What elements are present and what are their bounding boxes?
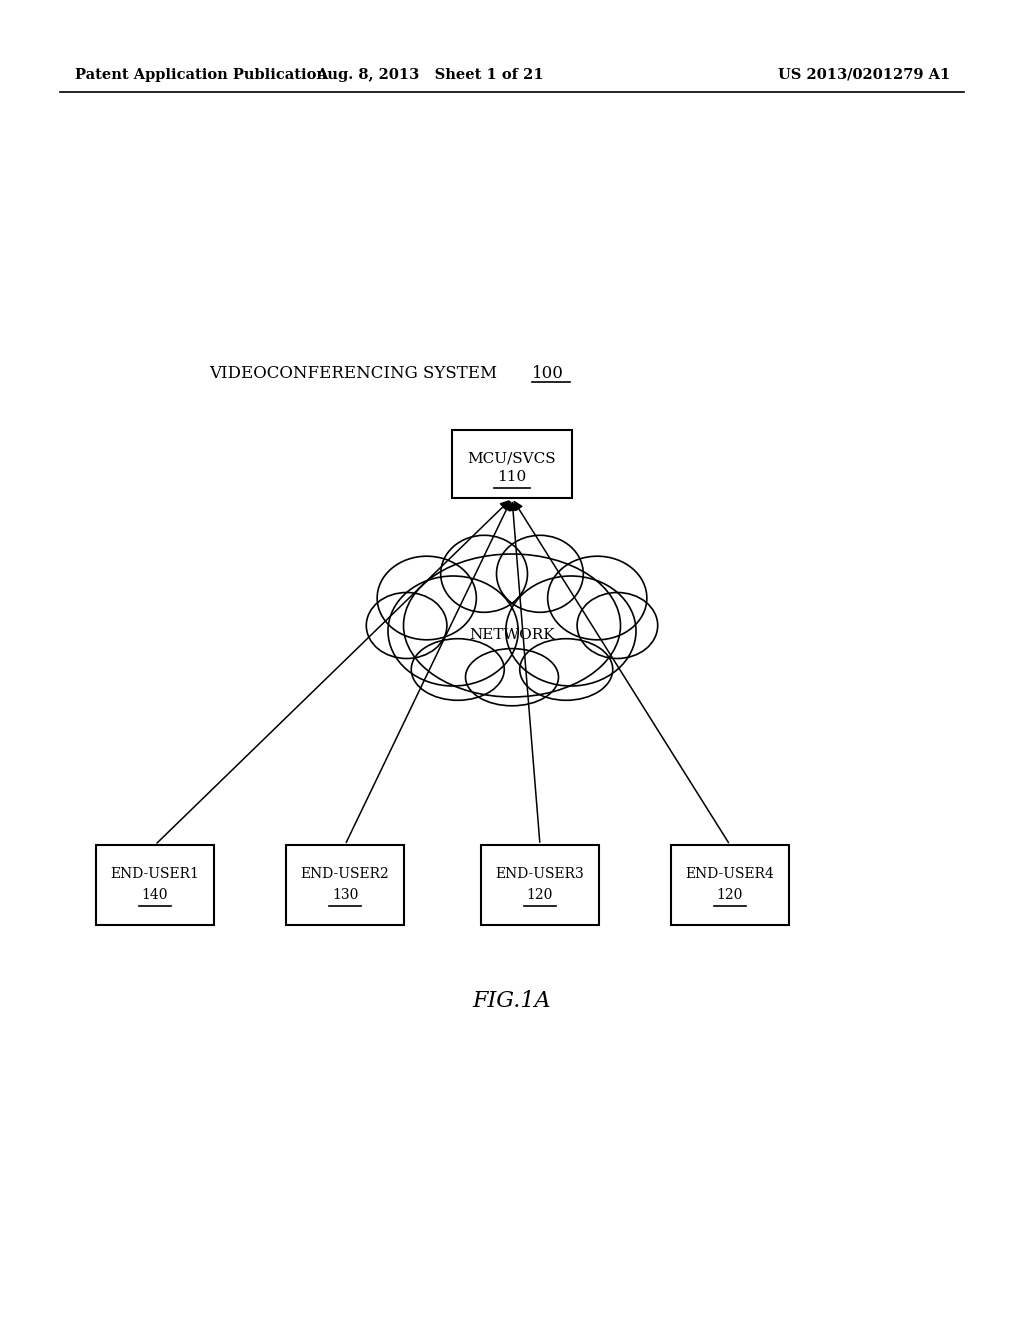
Bar xyxy=(671,845,790,925)
Ellipse shape xyxy=(440,536,527,612)
Ellipse shape xyxy=(466,648,558,706)
Bar xyxy=(452,430,572,498)
Ellipse shape xyxy=(412,639,504,701)
Text: END-USER4: END-USER4 xyxy=(685,867,774,880)
Ellipse shape xyxy=(367,593,446,659)
Text: Patent Application Publication: Patent Application Publication xyxy=(75,69,327,82)
Ellipse shape xyxy=(497,536,584,612)
Text: 120: 120 xyxy=(526,888,553,902)
Text: NETWORK: NETWORK xyxy=(469,628,555,642)
Bar xyxy=(481,845,599,925)
Text: 120: 120 xyxy=(717,888,743,902)
Ellipse shape xyxy=(388,576,518,686)
Text: US 2013/0201279 A1: US 2013/0201279 A1 xyxy=(778,69,950,82)
Ellipse shape xyxy=(506,576,636,686)
Bar xyxy=(286,845,404,925)
Ellipse shape xyxy=(578,593,657,659)
Text: MCU/SVCS: MCU/SVCS xyxy=(468,451,556,466)
Text: END-USER3: END-USER3 xyxy=(496,867,585,880)
Bar xyxy=(96,845,214,925)
Text: Aug. 8, 2013   Sheet 1 of 21: Aug. 8, 2013 Sheet 1 of 21 xyxy=(316,69,544,82)
Text: END-USER2: END-USER2 xyxy=(301,867,389,880)
Text: FIG.1A: FIG.1A xyxy=(473,990,551,1012)
Text: 110: 110 xyxy=(498,470,526,484)
Text: 130: 130 xyxy=(332,888,358,902)
Text: 100: 100 xyxy=(532,366,564,381)
Text: END-USER1: END-USER1 xyxy=(111,867,200,880)
Text: 140: 140 xyxy=(141,888,168,902)
Ellipse shape xyxy=(377,556,476,640)
Ellipse shape xyxy=(403,554,621,697)
Ellipse shape xyxy=(548,556,647,640)
Ellipse shape xyxy=(520,639,612,701)
Text: VIDEOCONFERENCING SYSTEM: VIDEOCONFERENCING SYSTEM xyxy=(209,366,497,381)
